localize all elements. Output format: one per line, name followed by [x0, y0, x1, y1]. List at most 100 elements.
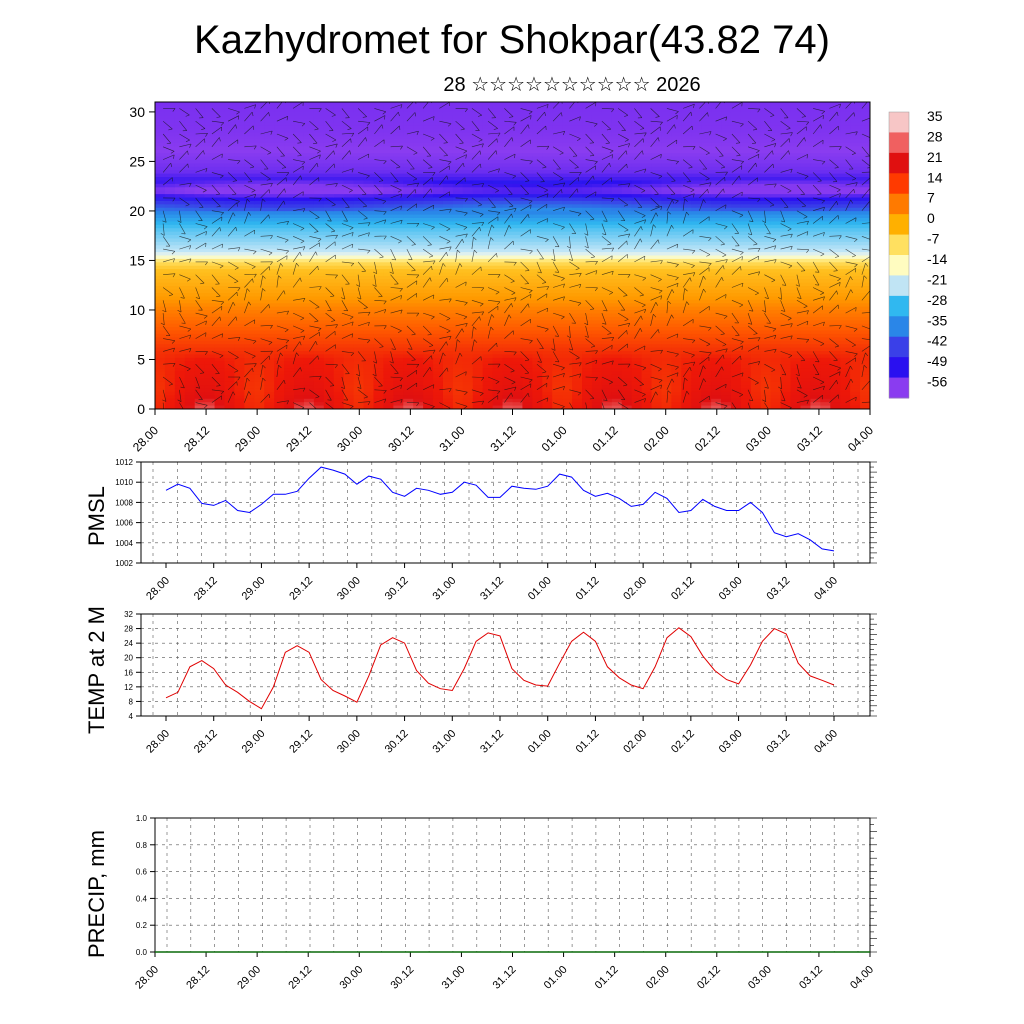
- heatmap-cell: [393, 275, 404, 280]
- heatmap-cell: [591, 235, 603, 240]
- heatmap-cell: [353, 211, 365, 216]
- heatmap-cell: [323, 207, 335, 212]
- heatmap-cell: [591, 361, 603, 366]
- heatmap-cell: [552, 289, 563, 294]
- heatmap-cell: [582, 296, 593, 301]
- heatmap-cell: [155, 248, 166, 253]
- heatmap-cell: [204, 303, 216, 308]
- heatmap-cell: [651, 173, 663, 178]
- heatmap-cell: [641, 125, 653, 130]
- heatmap-cell: [591, 374, 603, 379]
- heatmap-cell: [472, 303, 484, 308]
- heatmap-cell: [591, 149, 603, 154]
- heatmap-cell: [313, 388, 325, 393]
- heatmap-cell: [313, 398, 325, 403]
- heatmap-cell: [264, 187, 275, 192]
- heatmap-cell: [323, 286, 335, 291]
- heatmap-cell: [641, 129, 653, 134]
- heatmap-cell: [294, 405, 305, 409]
- heatmap-cell: [442, 388, 454, 393]
- heatmap-cell: [512, 221, 524, 226]
- heatmap-cell: [641, 316, 653, 321]
- heatmap-cell: [155, 200, 166, 205]
- heatmap-cell: [681, 146, 692, 151]
- heatmap-cell: [343, 303, 355, 308]
- heatmap-cell: [621, 105, 633, 110]
- heatmap-cell: [462, 149, 474, 154]
- heatmap-cell: [413, 136, 424, 141]
- heatmap-cell: [462, 180, 474, 185]
- heatmap-cell: [651, 378, 663, 383]
- heatmap-cell: [323, 183, 335, 188]
- heatmap-cell: [572, 102, 583, 107]
- heatmap-cell: [631, 333, 643, 338]
- heatmap-cell: [413, 279, 424, 284]
- heatmap-cell: [572, 385, 583, 390]
- heatmap-cell: [681, 119, 692, 124]
- heatmap-cell: [482, 391, 494, 396]
- heatmap-cell: [373, 258, 384, 263]
- heatmap-cell: [254, 368, 265, 373]
- heatmap-cell: [611, 344, 623, 349]
- heatmap-cell: [433, 299, 444, 304]
- heatmap-cell: [572, 405, 583, 409]
- heatmap-cell: [452, 142, 464, 147]
- heatmap-cell: [363, 323, 375, 328]
- heatmap-cell: [294, 153, 305, 158]
- heatmap-cell: [482, 173, 494, 178]
- heatmap-cell: [313, 313, 325, 318]
- heatmap-cell: [294, 173, 305, 178]
- heatmap-cell: [532, 252, 543, 257]
- heatmap-cell: [522, 163, 533, 168]
- heatmap-cell: [601, 289, 613, 294]
- heatmap-cell: [284, 187, 295, 192]
- heatmap-cell: [363, 241, 375, 246]
- heatmap-cell: [562, 238, 573, 243]
- heatmap-cell: [482, 279, 494, 284]
- heatmap-cell: [303, 368, 315, 373]
- heatmap-cell: [572, 310, 583, 315]
- heatmap-cell: [532, 286, 543, 291]
- heatmap-cell: [294, 149, 305, 154]
- heatmap-cell: [423, 357, 434, 362]
- heatmap-cell: [701, 228, 712, 233]
- heatmap-cell: [284, 371, 295, 376]
- heatmap-cell: [333, 177, 345, 182]
- heatmap-cell: [631, 224, 643, 229]
- heatmap-cell: [393, 146, 404, 151]
- heatmap-cell: [155, 221, 166, 226]
- heatmap-cell: [671, 214, 682, 219]
- heatmap-cell: [373, 119, 384, 124]
- heatmap-cell: [244, 378, 255, 383]
- heatmap-cell: [403, 388, 414, 393]
- heatmap-cell: [244, 330, 255, 335]
- heatmap-cell: [313, 177, 325, 182]
- heatmap-cell: [234, 313, 245, 318]
- heatmap-cell: [472, 200, 484, 205]
- heatmap-cell: [234, 217, 245, 222]
- heatmap-cell: [274, 180, 285, 185]
- heatmap-cell: [641, 296, 653, 301]
- heatmap-cell: [353, 272, 365, 277]
- heatmap-cell: [363, 122, 375, 127]
- heatmap-cell: [343, 282, 355, 287]
- heatmap-cell: [164, 132, 176, 137]
- heatmap-cell: [532, 190, 543, 195]
- heatmap-cell: [294, 125, 305, 130]
- heatmap-cell: [542, 122, 553, 127]
- heatmap-cell: [423, 323, 434, 328]
- heatmap-cell: [641, 364, 653, 369]
- heatmap-cell: [462, 391, 474, 396]
- heatmap-cell: [383, 368, 394, 373]
- heatmap-cell: [522, 258, 533, 263]
- heatmap-cell: [611, 361, 623, 366]
- heatmap-cell: [313, 265, 325, 270]
- heatmap-cell: [552, 364, 563, 369]
- heatmap-cell: [294, 320, 305, 325]
- heatmap-cell: [303, 252, 315, 257]
- heatmap-cell: [174, 217, 186, 222]
- heatmap-cell: [224, 385, 236, 390]
- heatmap-cell: [671, 378, 682, 383]
- heatmap-cell: [274, 293, 285, 298]
- heatmap-cell: [502, 214, 514, 219]
